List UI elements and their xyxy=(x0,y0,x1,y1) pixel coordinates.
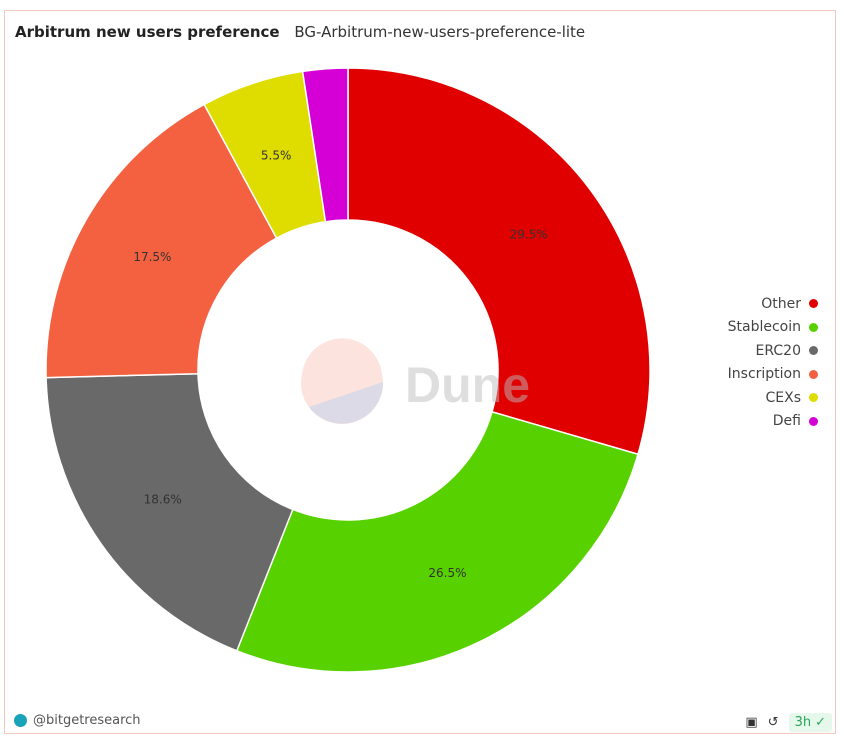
legend-item-other[interactable]: Other xyxy=(728,292,818,316)
data-label: 26.5% xyxy=(428,566,466,580)
slice-inscription[interactable] xyxy=(45,103,278,379)
refresh-age: 3h xyxy=(794,715,812,730)
chart-subtitle: BG-Arbitrum-new-users-preference-lite xyxy=(294,23,586,41)
legend-dot xyxy=(809,416,818,426)
refresh-age-badge[interactable]: 3h ✓ xyxy=(788,713,832,732)
footer-tools: ▣ ↺ 3h ✓ xyxy=(745,713,832,732)
legend-item-stablecoin[interactable]: Stablecoin xyxy=(728,316,818,340)
legend-item-cexs[interactable]: CEXs xyxy=(728,386,818,410)
chart-header: Arbitrum new users preference BG-Arbitru… xyxy=(15,23,585,41)
legend-label: Other xyxy=(761,295,801,312)
footer-author[interactable]: @bitgetresearch xyxy=(14,713,141,728)
camera-icon[interactable]: ▣ xyxy=(745,715,758,730)
legend-item-inscription[interactable]: Inscription xyxy=(728,363,818,387)
legend-label: Inscription xyxy=(727,366,801,383)
avatar xyxy=(14,714,27,727)
chart-title: Arbitrum new users preference xyxy=(15,23,280,41)
dune-watermark: Dune xyxy=(301,338,530,424)
refresh-icon[interactable]: ↺ xyxy=(767,715,779,730)
legend-dot xyxy=(809,346,818,356)
legend-dot xyxy=(809,299,818,309)
legend-item-erc20[interactable]: ERC20 xyxy=(728,339,818,363)
author-name[interactable]: @bitgetresearch xyxy=(33,713,141,728)
data-label: 17.5% xyxy=(133,250,171,264)
legend-label: Defi xyxy=(772,413,801,430)
legend-dot xyxy=(809,369,818,379)
slice-erc20[interactable] xyxy=(45,373,294,652)
legend-dot xyxy=(809,393,818,403)
data-label: 18.6% xyxy=(144,492,182,506)
legend: Other Stablecoin ERC20 Inscription CEXs Defi xyxy=(728,292,818,433)
legend-label: CEXs xyxy=(765,389,801,406)
slice-other[interactable] xyxy=(347,67,651,456)
watermark-logo-bottom xyxy=(309,382,384,424)
slice-defi[interactable] xyxy=(301,67,349,223)
slice-stablecoin[interactable] xyxy=(235,410,639,673)
data-label: 5.5% xyxy=(261,149,292,163)
data-label: 29.5% xyxy=(510,227,548,241)
watermark-text: Dune xyxy=(405,357,530,413)
legend-dot xyxy=(809,322,818,332)
check-circle-icon: ✓ xyxy=(815,715,826,730)
legend-item-defi[interactable]: Defi xyxy=(728,410,818,434)
legend-label: ERC20 xyxy=(755,342,801,359)
legend-label: Stablecoin xyxy=(727,319,801,336)
